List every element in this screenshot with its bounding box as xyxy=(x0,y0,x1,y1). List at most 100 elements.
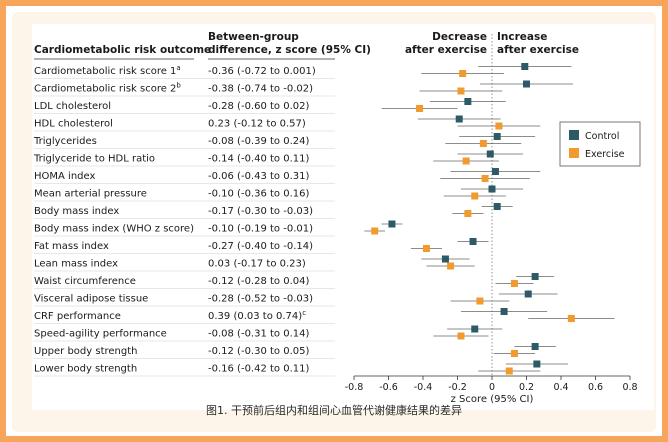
figure-panel: Cardiometabolic risk outcome Between-gro… xyxy=(12,12,656,432)
difference-value: -0.28 (-0.52 to -0.03) xyxy=(208,294,313,305)
exercise-point xyxy=(371,227,379,235)
control-point xyxy=(521,63,529,70)
legend-exercise-swatch xyxy=(569,148,579,158)
plot-area: -0.8 -0.6 -0.4 -0.2 0 0.2 0.4 0.6 0.8 xyxy=(345,34,638,393)
control-point xyxy=(441,255,449,263)
frame-border-right xyxy=(662,0,668,442)
x-tick-label: 0.4 xyxy=(553,382,568,393)
outcome-label-superscript: b xyxy=(176,82,181,90)
outcome-label: Upper body strength xyxy=(34,346,138,357)
difference-value: 0.23 (-0.12 to 0.57) xyxy=(208,119,306,130)
exercise-point xyxy=(476,297,484,305)
x-tick-label: -0.8 xyxy=(345,382,364,393)
control-point xyxy=(500,308,508,315)
outcome-label: CRF performance xyxy=(34,311,121,322)
difference-value: -0.17 (-0.30 to -0.03) xyxy=(208,206,313,217)
exercise-point xyxy=(481,175,489,182)
control-point xyxy=(523,80,530,88)
legend-exercise-label: Exercise xyxy=(585,149,625,160)
exercise-point xyxy=(471,192,479,200)
direction-increase-line1: Increase xyxy=(497,31,547,43)
exercise-point xyxy=(567,315,575,322)
outcome-table: Cardiometabolic risk outcome Between-gro… xyxy=(34,31,371,60)
difference-value: 0.39 (0.03 to 0.74)c xyxy=(208,309,306,322)
exercise-point xyxy=(459,70,467,77)
outcome-label: Visceral adipose tissue xyxy=(34,294,148,305)
difference-value: -0.14 (-0.40 to 0.11) xyxy=(208,154,309,165)
frame-border-bottom xyxy=(0,436,668,442)
outcome-label: Cardiometabolic risk score 1a xyxy=(34,64,181,77)
difference-value: -0.27 (-0.40 to -0.14) xyxy=(208,241,313,252)
control-point xyxy=(531,273,539,280)
figure-caption: 图1. 干预前后组内和组间心血管代谢健康结果的差异 xyxy=(206,404,462,417)
control-point xyxy=(524,290,532,298)
outcome-label: Cardiometabolic risk score 2b xyxy=(34,82,181,95)
exercise-point xyxy=(495,122,503,130)
exercise-point xyxy=(510,350,518,357)
outcome-column-header: Cardiometabolic risk outcome xyxy=(34,44,211,56)
exercise-point xyxy=(457,87,465,95)
legend-control-label: Control xyxy=(585,131,619,142)
exercise-point xyxy=(457,332,465,340)
legend: Control Exercise xyxy=(559,121,641,167)
difference-column-header-line1: Between-group xyxy=(208,31,299,43)
x-tick-label: 0 xyxy=(489,382,495,393)
outcome-label: Lower body strength xyxy=(34,364,137,375)
difference-value: -0.38 (-0.74 to -0.02) xyxy=(208,84,313,95)
difference-value: -0.12 (-0.28 to 0.04) xyxy=(208,276,309,287)
difference-value: -0.08 (-0.31 to 0.14) xyxy=(208,329,309,340)
frame-border-top xyxy=(0,0,668,6)
legend-control-swatch xyxy=(569,130,579,140)
legend-box xyxy=(559,121,641,167)
direction-increase-line2: after exercise xyxy=(497,44,579,56)
outcome-label: Speed-agility performance xyxy=(34,329,167,340)
figure-body: Cardiometabolic risk outcome Between-gro… xyxy=(32,24,654,410)
direction-labels: Decrease after exercise Increase after e… xyxy=(405,31,579,56)
control-point xyxy=(493,203,501,210)
outcome-label: Triglyceride to HDL ratio xyxy=(33,154,155,165)
outcome-label-superscript: a xyxy=(176,64,180,72)
x-tick-label: 0.2 xyxy=(519,382,534,393)
x-tick-label: -0.4 xyxy=(414,382,433,393)
difference-value: -0.08 (-0.39 to 0.24) xyxy=(208,136,309,147)
exercise-point xyxy=(447,262,455,270)
outcome-label: Waist circumference xyxy=(34,276,136,287)
forest-plot: Cardiometabolic risk outcome Between-gro… xyxy=(33,31,641,405)
outcome-label: Triglycerides xyxy=(33,136,97,147)
difference-value: -0.28 (-0.60 to 0.02) xyxy=(208,101,309,112)
x-tick-label: -0.2 xyxy=(448,382,467,393)
x-tick-label: -0.6 xyxy=(379,382,398,393)
control-point xyxy=(486,150,494,158)
outcome-label: Lean mass index xyxy=(34,259,118,270)
outcome-label: Body mass index xyxy=(34,206,119,217)
control-point xyxy=(455,115,463,123)
direction-decrease-line2: after exercise xyxy=(405,44,487,56)
control-point xyxy=(531,343,539,350)
exercise-point xyxy=(464,210,472,217)
exercise-point xyxy=(416,105,424,112)
difference-value: -0.10 (-0.36 to 0.16) xyxy=(208,189,309,200)
outcome-label: Fat mass index xyxy=(34,241,109,252)
outcome-label: HOMA index xyxy=(34,171,95,182)
exercise-point xyxy=(422,245,430,252)
outcome-rows: Cardiometabolic risk score 1a -0.36 (-0.7… xyxy=(33,64,335,377)
direction-decrease-line1: Decrease xyxy=(432,31,487,43)
control-point xyxy=(469,238,477,245)
x-axis-label: z Score (95% CI) xyxy=(451,394,534,405)
control-point xyxy=(464,98,472,105)
difference-value-superscript: c xyxy=(302,309,306,317)
control-point xyxy=(471,325,479,333)
exercise-point xyxy=(505,367,513,375)
control-point xyxy=(388,220,396,228)
exercise-point xyxy=(479,140,487,147)
difference-value: -0.36 (-0.72 to 0.001) xyxy=(208,66,316,77)
control-point xyxy=(493,133,501,140)
x-tick-label: 0.6 xyxy=(588,382,603,393)
difference-value: -0.12 (-0.30 to 0.05) xyxy=(208,346,309,357)
outcome-label: HDL cholesterol xyxy=(34,119,113,130)
difference-value: -0.16 (-0.42 to 0.11) xyxy=(208,364,309,375)
difference-value: 0.03 (-0.17 to 0.23) xyxy=(208,259,306,270)
exercise-point xyxy=(510,280,518,287)
difference-value: -0.10 (-0.19 to -0.01) xyxy=(208,224,313,235)
x-tick-label: 0.8 xyxy=(622,382,637,393)
